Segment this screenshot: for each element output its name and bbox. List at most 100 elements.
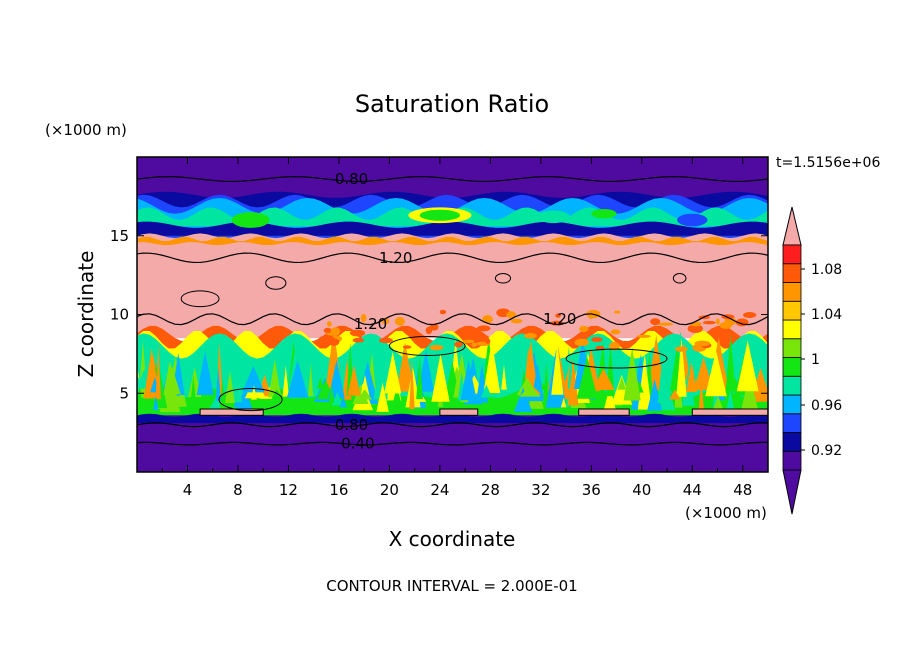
cloud-texture-mark: [163, 366, 181, 395]
contour-label: 1.20: [379, 249, 412, 267]
contour-loop: [265, 276, 287, 290]
colorbar-swatch: [782, 263, 802, 283]
surface-pad: [439, 408, 479, 416]
contour-line-0.80-lower: [137, 422, 768, 428]
cloud-texture-mark: [209, 396, 223, 409]
contour-loop: [218, 388, 283, 412]
y-axis-ticks: 5 10 15: [110, 227, 768, 402]
contour-label: 0.80: [335, 170, 368, 188]
cloud-texture-mark: [416, 356, 424, 400]
cloud-texture-mark: [360, 374, 370, 397]
red-patch: [325, 336, 336, 345]
cloud-texture-mark: [460, 360, 477, 400]
x-tick-label: 32: [531, 481, 550, 499]
cloud-texture-mark: [282, 365, 289, 397]
y-tick-label: 10: [110, 306, 129, 324]
contour-label: 1.20: [543, 310, 576, 328]
red-patch: [439, 309, 447, 315]
x-tick-label: 20: [380, 481, 399, 499]
colorbar-swatch: [782, 319, 802, 340]
cloud-texture-mark: [685, 361, 698, 393]
contour-loop: [180, 290, 220, 308]
chart-title: Saturation Ratio: [355, 90, 549, 118]
red-patch: [471, 342, 478, 348]
cloud-texture-mark: [196, 351, 214, 396]
cloud-texture-mark: [724, 357, 734, 399]
cloud-texture-mark: [417, 350, 435, 392]
contour-loop: [388, 336, 466, 356]
cloud-texture-mark: [693, 357, 714, 390]
red-patch: [591, 336, 603, 343]
cloud-texture-mark: [137, 381, 143, 413]
cloud-texture-mark: [637, 353, 652, 410]
colorbar-swatch: [782, 300, 802, 321]
x-tick-label: 48: [733, 481, 752, 499]
cloud-texture-mark: [705, 350, 727, 397]
x-tick-label: 40: [632, 481, 651, 499]
red-patch: [349, 329, 366, 337]
red-patch: [674, 346, 688, 352]
upper-blob: [677, 213, 708, 227]
red-patch: [485, 338, 491, 344]
colorbar-label: 1.08: [811, 262, 842, 278]
red-patch: [394, 316, 405, 326]
contour-line-0.40: [137, 441, 768, 446]
cloud-texture-mark: [231, 357, 242, 403]
time-label: t=1.5156e+06: [776, 155, 880, 171]
cloud-texture-mark: [736, 340, 759, 392]
red-patch: [429, 344, 444, 351]
red-patch: [326, 321, 332, 327]
colorbar-swatch: [782, 432, 802, 452]
colorbar-swatch: [782, 413, 802, 433]
cloud-texture-mark: [286, 360, 309, 398]
contour-loop: [494, 273, 512, 284]
cloud-texture-mark: [396, 342, 415, 392]
cloud-texture-mark: [676, 338, 687, 397]
red-patch: [574, 338, 590, 347]
cloud-texture-mark: [251, 385, 257, 400]
band-upper-dry: [137, 157, 768, 200]
x-tick-label: 28: [481, 481, 500, 499]
x-tick-label: 12: [279, 481, 298, 499]
colorbar-swatch: [782, 357, 802, 377]
red-patch: [595, 345, 605, 350]
red-patch: [743, 311, 757, 319]
colorbar-label: 1.04: [811, 307, 842, 323]
y-tick-label: 15: [110, 227, 129, 245]
cloud-texture-mark: [712, 396, 725, 413]
contour-label: 1.20: [354, 315, 387, 333]
cloud-texture-mark: [657, 347, 670, 404]
cloud-texture-mark: [268, 359, 282, 398]
cloud-texture-mark: [603, 386, 616, 411]
red-patch: [402, 345, 412, 349]
cloud-texture-mark: [551, 343, 564, 395]
colorbar-top-triangle: [782, 206, 802, 246]
red-patch: [323, 327, 332, 334]
cloud-texture-mark: [431, 353, 450, 402]
red-patch: [454, 341, 464, 348]
cloud-texture-mark: [331, 392, 344, 406]
x-tick-label: 4: [183, 481, 193, 499]
colorbar-swatch: [782, 394, 802, 415]
colorbar: 0.92 0.96 1 1.04 1.08: [782, 206, 842, 515]
cloud-texture-mark: [483, 340, 501, 394]
x-tick-label: 8: [233, 481, 243, 499]
red-patch: [352, 337, 365, 343]
cloud-texture-mark: [215, 365, 221, 401]
cloud-texture-mark: [308, 363, 314, 397]
red-patch: [690, 321, 702, 327]
upper-blob: [591, 208, 617, 219]
contour-plot-area: [137, 157, 768, 472]
cloud-texture-mark: [519, 385, 541, 397]
cloud-texture-mark: [339, 396, 348, 408]
cloud-texture-mark: [376, 382, 389, 412]
cloud-texture-mark: [480, 384, 493, 398]
contour-labels: 0.801.201.20 1.200.800.40: [335, 170, 577, 453]
red-patch: [715, 318, 720, 325]
cloud-texture-mark: [316, 377, 324, 389]
cloud-texture-mark: [347, 365, 361, 396]
x-tick-label: 24: [430, 481, 449, 499]
contour-label: 0.40: [341, 435, 374, 453]
red-patch: [462, 339, 475, 344]
cloud-texture-mark: [384, 351, 402, 394]
